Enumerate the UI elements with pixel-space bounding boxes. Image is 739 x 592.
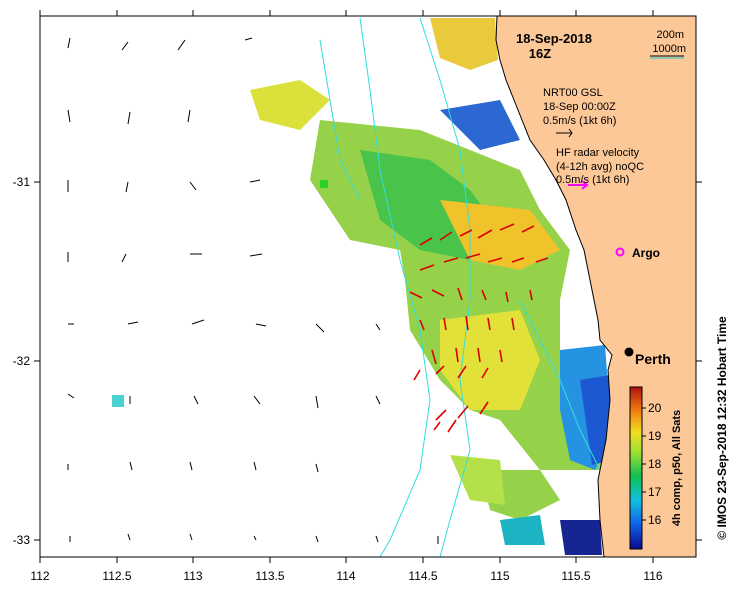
argo-marker (615, 247, 625, 257)
colorbar-tick: 16 (648, 513, 662, 527)
x-tick-label: 115 (490, 569, 509, 583)
scale-label-200m: 200m (656, 29, 684, 41)
bathymetry-contours (319, 17, 601, 557)
hf-legend-line2: (4-12h avg) noQC (556, 161, 644, 173)
gsl-arrows (67, 37, 439, 544)
colorbar-tick: 18 (648, 457, 662, 471)
hf-legend-line1: HF radar velocity (556, 147, 640, 159)
perth-label: Perth (635, 351, 671, 367)
land-mass (495, 16, 696, 557)
x-tick-label: 116 (643, 569, 662, 583)
colorbar (629, 386, 643, 550)
hf-legend-scale: 0.5m/s (1kt 6h) (556, 174, 629, 186)
x-tick-label: 112.5 (102, 569, 131, 583)
argo-label: Argo (632, 246, 660, 260)
y-tick-label: -33 (13, 533, 31, 547)
x-tick-label: 113 (183, 569, 202, 583)
x-tick-label: 115.5 (561, 569, 590, 583)
hf-radar-arrows (409, 223, 549, 433)
map-date: 18-Sep-2018 (516, 31, 592, 46)
perth-marker (624, 347, 634, 357)
colorbar-tick: 19 (648, 429, 662, 443)
gsl-legend-scale: 0.5m/s (1kt 6h) (543, 115, 616, 127)
x-tick-label: 114 (336, 569, 355, 583)
plot-frame (39, 15, 697, 558)
y-tick-label: -32 (13, 354, 31, 368)
scale-label-1000m: 1000m (652, 43, 686, 55)
gsl-legend-date: 18-Sep 00:00Z (543, 101, 616, 113)
map-time: 16Z (529, 46, 551, 61)
gsl-legend-title: NRT00 GSL (543, 87, 603, 99)
colorbar-tick: 17 (648, 485, 662, 499)
x-tick-label: 113.5 (255, 569, 284, 583)
y-tick-label: -31 (13, 175, 31, 189)
tick-marks (34, 10, 702, 563)
credit-text: © IMOS 23-Sep-2018 12:32 Hobart Time (715, 316, 729, 540)
x-tick-label: 114.5 (408, 569, 437, 583)
x-tick-label: 112 (30, 569, 49, 583)
colorbar-tick: 20 (648, 401, 662, 415)
colorbar-label: 4h comp, p50, All Sats (671, 410, 683, 526)
